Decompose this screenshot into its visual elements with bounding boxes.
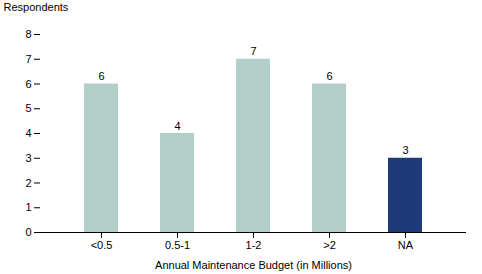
svg-text:6: 6 (98, 70, 104, 82)
svg-text:0.5-1: 0.5-1 (165, 239, 190, 251)
svg-text:NA: NA (398, 239, 414, 251)
svg-text:7: 7 (25, 53, 31, 65)
svg-text:6: 6 (25, 78, 31, 90)
svg-text:6: 6 (326, 70, 332, 82)
svg-text:Respondents: Respondents (4, 1, 69, 13)
svg-text:0: 0 (25, 226, 31, 238)
svg-text:3: 3 (402, 144, 408, 156)
svg-text:>2: >2 (323, 239, 336, 251)
svg-text:Annual Maintenance Budget (in: Annual Maintenance Budget (in Millions) (155, 259, 352, 271)
svg-text:3: 3 (25, 152, 31, 164)
svg-text:5: 5 (25, 102, 31, 114)
svg-text:8: 8 (25, 28, 31, 40)
svg-text:4: 4 (174, 120, 180, 132)
svg-text:4: 4 (25, 127, 31, 139)
svg-text:1: 1 (25, 201, 31, 213)
svg-text:2: 2 (25, 177, 31, 189)
svg-text:<0.5: <0.5 (91, 239, 113, 251)
svg-text:1-2: 1-2 (246, 239, 262, 251)
svg-text:7: 7 (250, 45, 256, 57)
